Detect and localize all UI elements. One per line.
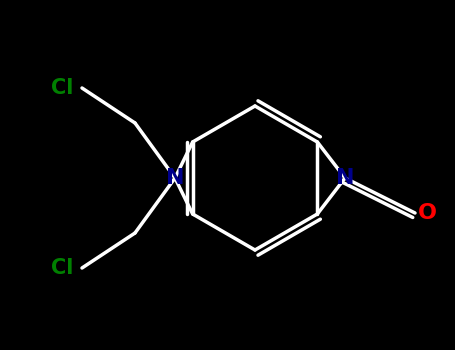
Text: O: O <box>418 203 436 223</box>
Text: Cl: Cl <box>51 78 73 98</box>
Text: N: N <box>336 168 354 188</box>
Text: Cl: Cl <box>51 258 73 278</box>
Text: N: N <box>166 168 184 188</box>
